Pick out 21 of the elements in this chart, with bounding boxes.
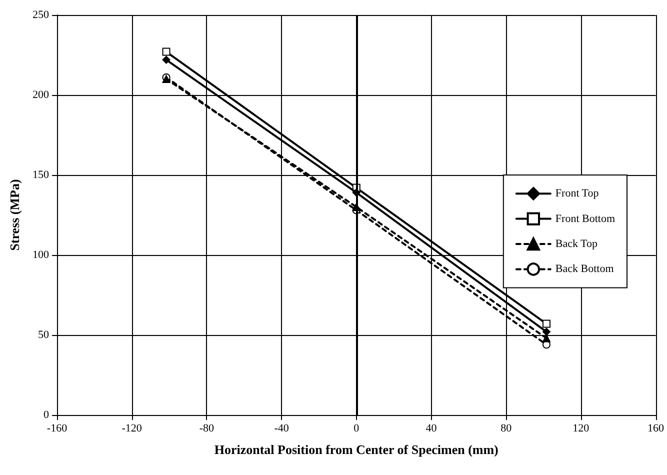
x-tick-label: -80 <box>199 422 215 434</box>
legend-label: Back Bottom <box>555 263 614 276</box>
legend-label: Back Top <box>555 238 598 250</box>
x-tick-label: -160 <box>46 422 68 434</box>
x-tick-label: 0 <box>354 422 360 434</box>
x-tick-label: 40 <box>426 422 438 434</box>
y-tick-label: 0 <box>44 409 50 421</box>
y-axis-title: Stress (MPa) <box>7 179 22 251</box>
y-tick-label: 50 <box>38 329 50 341</box>
y-tick-label: 250 <box>32 9 50 21</box>
x-tick-label: 160 <box>648 422 664 434</box>
x-axis-title: Horizontal Position from Center of Specimen (mm) <box>214 442 498 457</box>
y-tick-label: 150 <box>32 169 50 181</box>
x-tick-label: 80 <box>500 422 512 434</box>
y-tick-label: 100 <box>32 249 50 261</box>
x-tick-label: 120 <box>572 422 590 434</box>
legend-label: Front Top <box>555 188 600 200</box>
x-tick-label: -120 <box>122 422 142 434</box>
legend-label: Front Bottom <box>555 212 616 225</box>
x-tick-label: -40 <box>274 422 290 434</box>
y-tick-label: 200 <box>32 89 50 101</box>
